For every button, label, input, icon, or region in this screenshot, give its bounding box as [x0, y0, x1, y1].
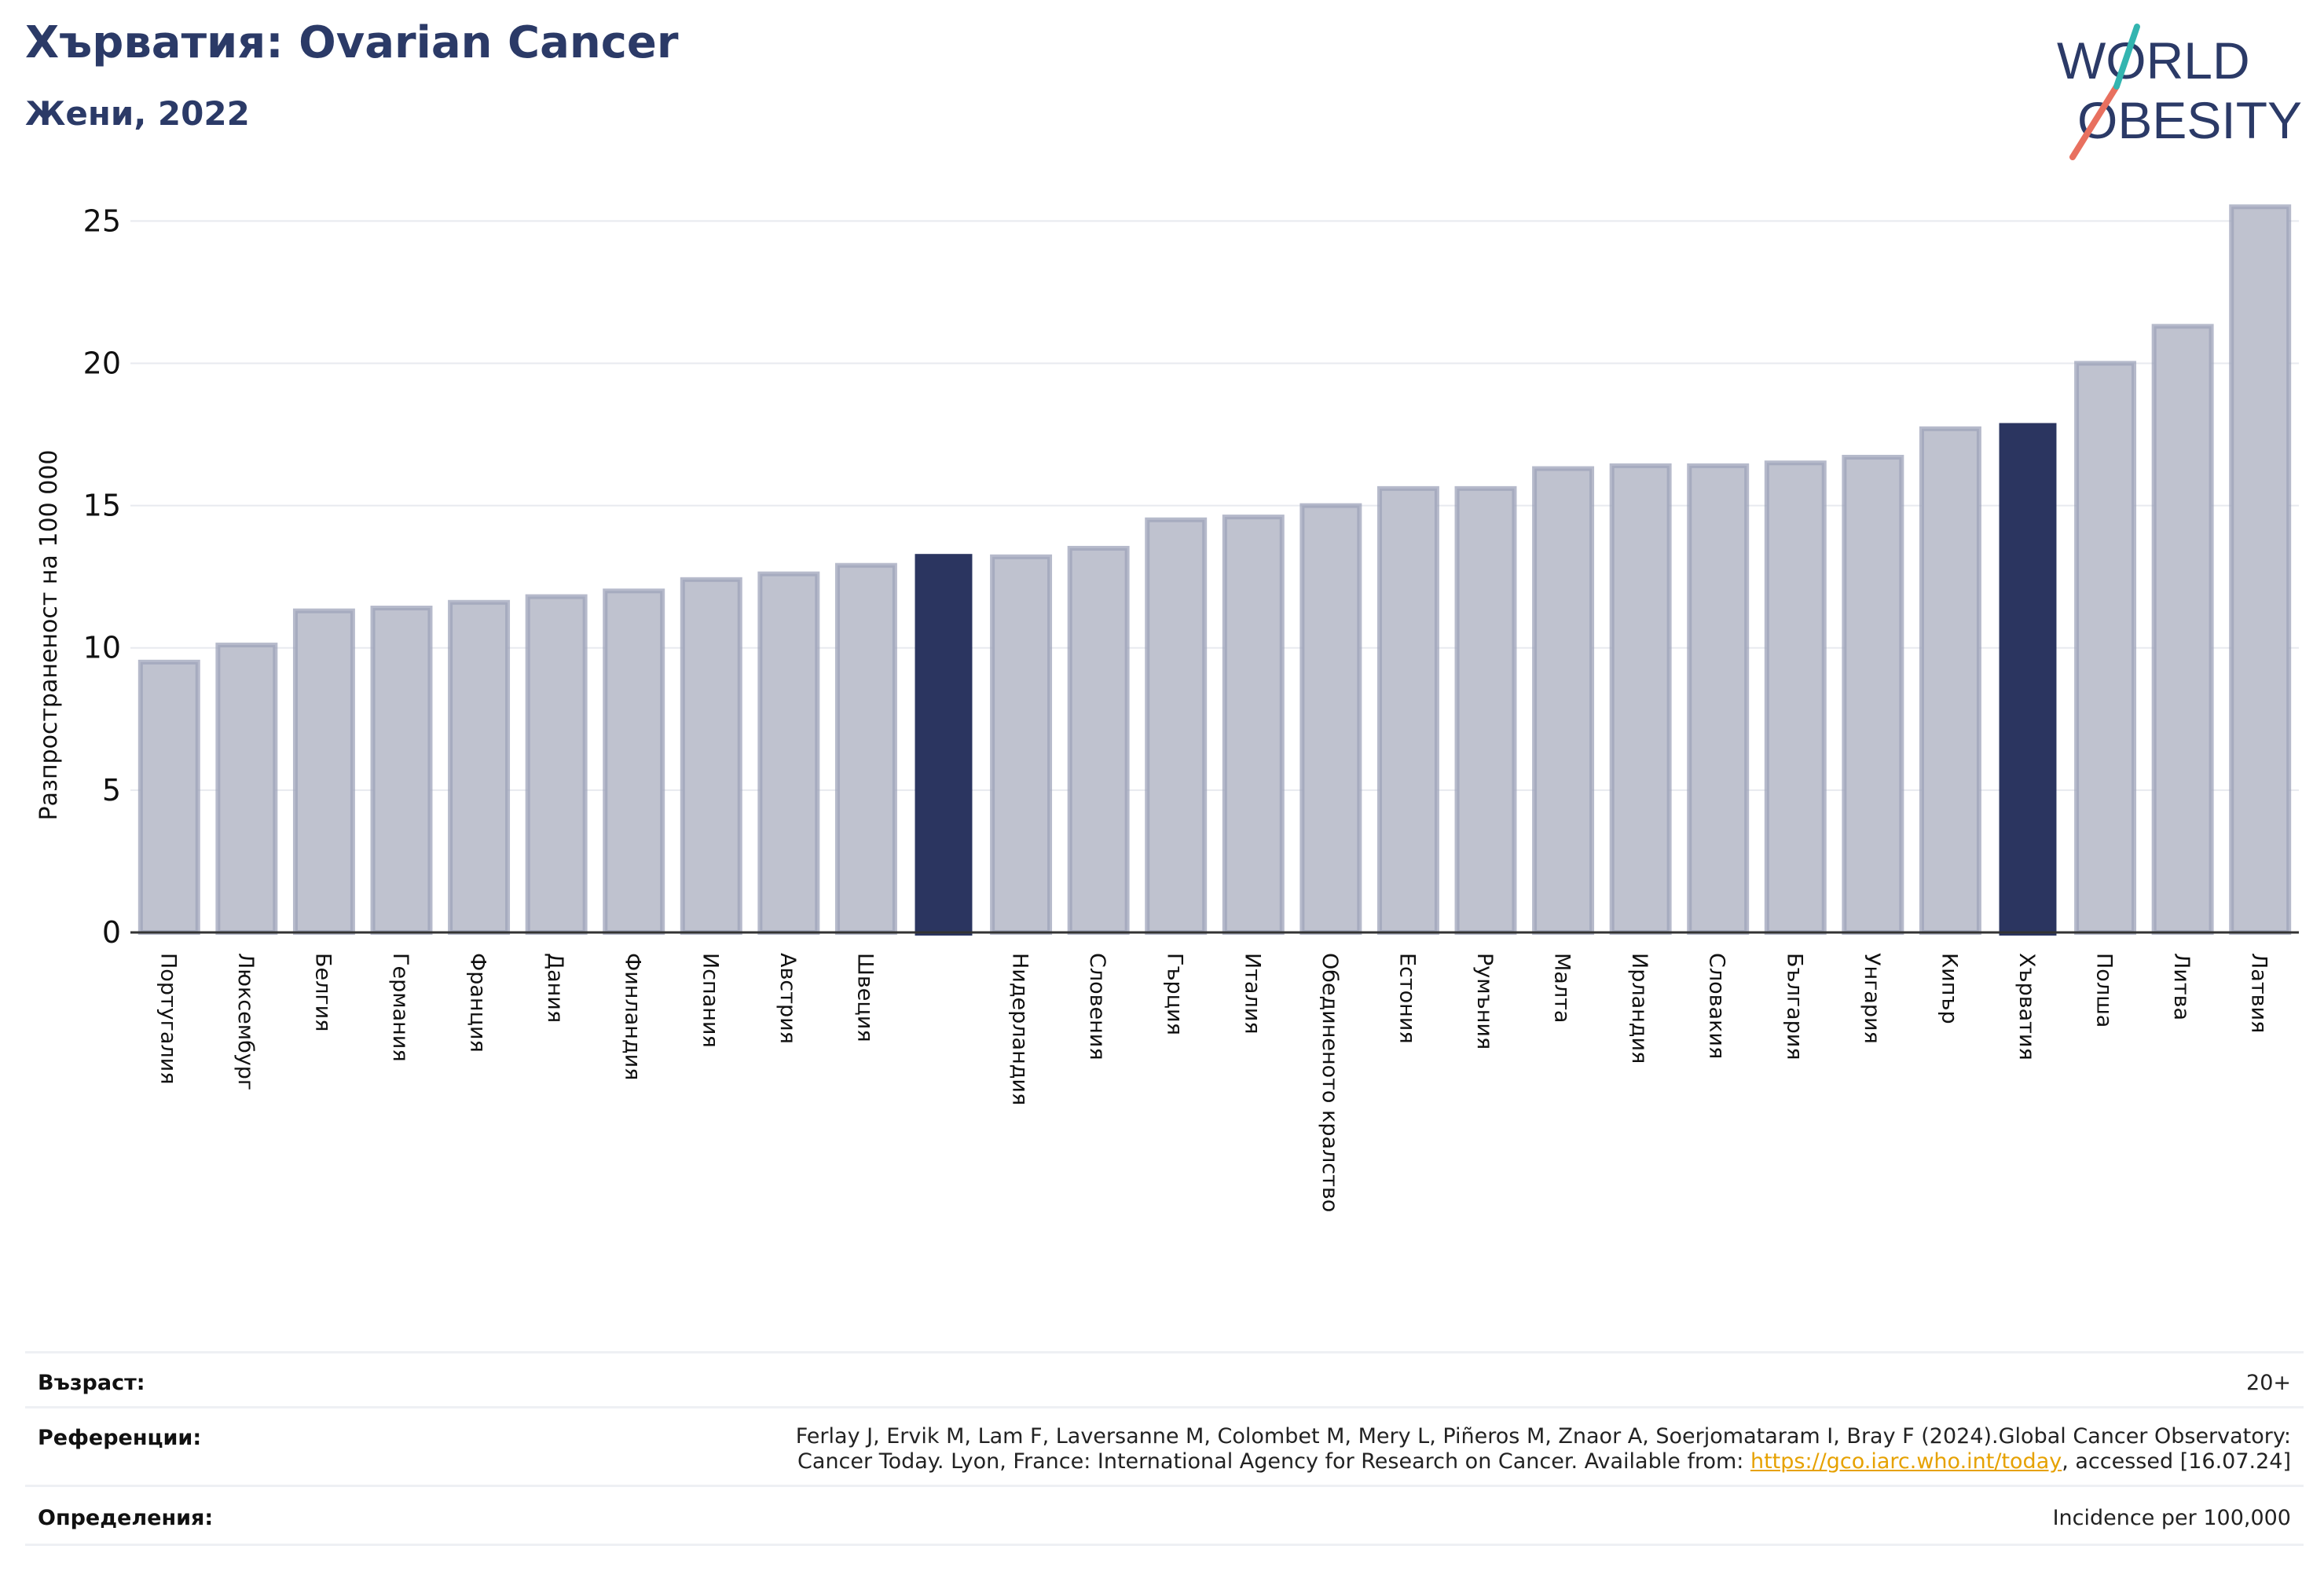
bar [1376, 485, 1439, 935]
reference-line-1: Ferlay J, Ervik M, Lam F, Laversanne M, … [795, 1424, 2291, 1449]
x-tick-label: Гърция [1163, 953, 1187, 1035]
x-tick-label: Словакия [1705, 953, 1729, 1059]
y-tick-label: 10 [83, 631, 121, 665]
references-value: Ferlay J, Ervik M, Lam F, Laversanne M, … [796, 1424, 2291, 1474]
bar [757, 571, 820, 935]
reference-line-2-text: Cancer Today. Lyon, France: Internationa… [797, 1449, 1750, 1474]
x-tick-label: Ирландия [1627, 953, 1651, 1064]
y-tick-label: 0 [102, 915, 121, 950]
x-tick-label: Унгария [1860, 953, 1884, 1044]
bar [915, 554, 973, 936]
x-tick-label: Малта [1550, 953, 1574, 1023]
bar [137, 659, 200, 935]
bar [1299, 503, 1362, 935]
x-tick-label: Словения [1085, 953, 1109, 1060]
bar [448, 599, 511, 935]
logo-text-world: WORLD [2057, 31, 2250, 90]
x-tick-label: Литва [2169, 953, 2194, 1020]
bar [1067, 545, 1130, 936]
x-tick-label: Люксембург [233, 953, 258, 1090]
bar [2151, 324, 2214, 935]
y-tick-label: 5 [102, 773, 121, 808]
x-tick-label: Австрия [775, 953, 800, 1044]
x-tick-label: Естония [1395, 953, 1419, 1044]
references-label: Референции: [38, 1426, 202, 1450]
bar [1999, 423, 2057, 936]
x-tick-label: Дания [543, 953, 567, 1023]
bar [2229, 204, 2292, 935]
bar [525, 594, 588, 936]
bar [292, 608, 355, 935]
x-tick-label: Латвия [2247, 953, 2271, 1033]
bar [1222, 515, 1285, 935]
bar [990, 554, 1053, 936]
chart-title: Хърватия: Ovarian Cancer [25, 17, 679, 68]
x-tick-label: Нидерландия [1008, 953, 1032, 1105]
reference-accessed: , accessed [16.07.24] [2062, 1449, 2291, 1474]
x-tick-label: Италия [1240, 953, 1264, 1035]
bar [834, 562, 897, 935]
y-tick-label: 25 [83, 203, 121, 238]
bar [603, 588, 665, 935]
x-tick-label: Франция [466, 953, 490, 1053]
reference-link[interactable]: https://gco.iarc.who.int/today [1750, 1449, 2062, 1474]
x-tick-label: България [1782, 953, 1806, 1060]
footer-row-references: Референции: Ferlay J, Ervik M, Lam F, La… [25, 1406, 2304, 1487]
reference-line-2: Cancer Today. Lyon, France: Internationa… [796, 1449, 2291, 1474]
y-tick-label: 15 [83, 489, 121, 523]
bar [370, 606, 433, 935]
age-value: 20+ [2246, 1371, 2291, 1395]
bar [1764, 460, 1827, 935]
bar-chart: 0 5 10 15 20 25 Разпространеност на 100 000 Пор… [35, 203, 2299, 1212]
definitions-value: Incidence per 100,000 [2052, 1506, 2291, 1530]
world-obesity-logo: WORLD OBESITY [2043, 22, 2310, 163]
y-axis-label: Разпространеност на 100 000 [35, 450, 63, 821]
bar [1454, 485, 1517, 935]
x-tick-label: Обединеното кралство [1318, 953, 1342, 1212]
footer-row-age: Възраст: 20+ [25, 1351, 2304, 1408]
x-tick-label: Хърватия [2014, 953, 2039, 1060]
bar [1145, 517, 1208, 935]
bar [680, 577, 742, 936]
definitions-label: Определения: [38, 1506, 214, 1530]
x-tick-label: Белгия [310, 953, 335, 1031]
age-label: Възраст: [38, 1371, 145, 1395]
bar [2074, 361, 2137, 936]
bar [215, 643, 278, 935]
footer-row-definitions: Определения: Incidence per 100,000 [25, 1485, 2304, 1546]
x-tick-label: Германия [388, 953, 412, 1062]
logo-text-obesity: OBESITY [2077, 91, 2302, 149]
bar [1609, 463, 1672, 935]
x-tick-label: Румъния [1472, 953, 1497, 1049]
y-tick-label: 20 [83, 346, 121, 380]
bar [1532, 466, 1595, 935]
x-tick-label: Португалия [156, 953, 180, 1084]
bar [1687, 463, 1750, 935]
x-tick-label: Швеция [852, 953, 877, 1042]
chart-subtitle: Жени, 2022 [25, 94, 250, 133]
x-tick-label: Финландия [621, 953, 645, 1080]
x-tick-label: Полша [2092, 953, 2117, 1027]
x-tick-label: Кипър [1937, 953, 1961, 1024]
bar [1842, 455, 1904, 935]
x-tick-label: Испания [698, 953, 722, 1048]
bar [1919, 426, 1981, 935]
